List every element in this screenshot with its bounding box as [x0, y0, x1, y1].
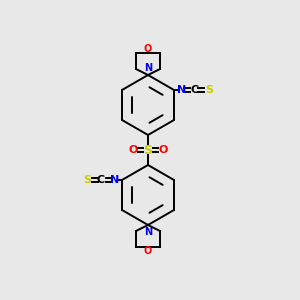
- Text: C: C: [191, 85, 199, 95]
- Text: N: N: [144, 63, 152, 73]
- Text: O: O: [144, 44, 152, 54]
- Text: N: N: [177, 85, 186, 95]
- Text: S: S: [83, 175, 91, 185]
- Text: N: N: [144, 227, 152, 237]
- Text: S: S: [205, 85, 213, 95]
- Text: O: O: [128, 145, 138, 155]
- Text: N: N: [110, 175, 119, 185]
- Text: O: O: [158, 145, 168, 155]
- Text: C: C: [97, 175, 105, 185]
- Text: S: S: [143, 143, 152, 157]
- Text: O: O: [144, 246, 152, 256]
